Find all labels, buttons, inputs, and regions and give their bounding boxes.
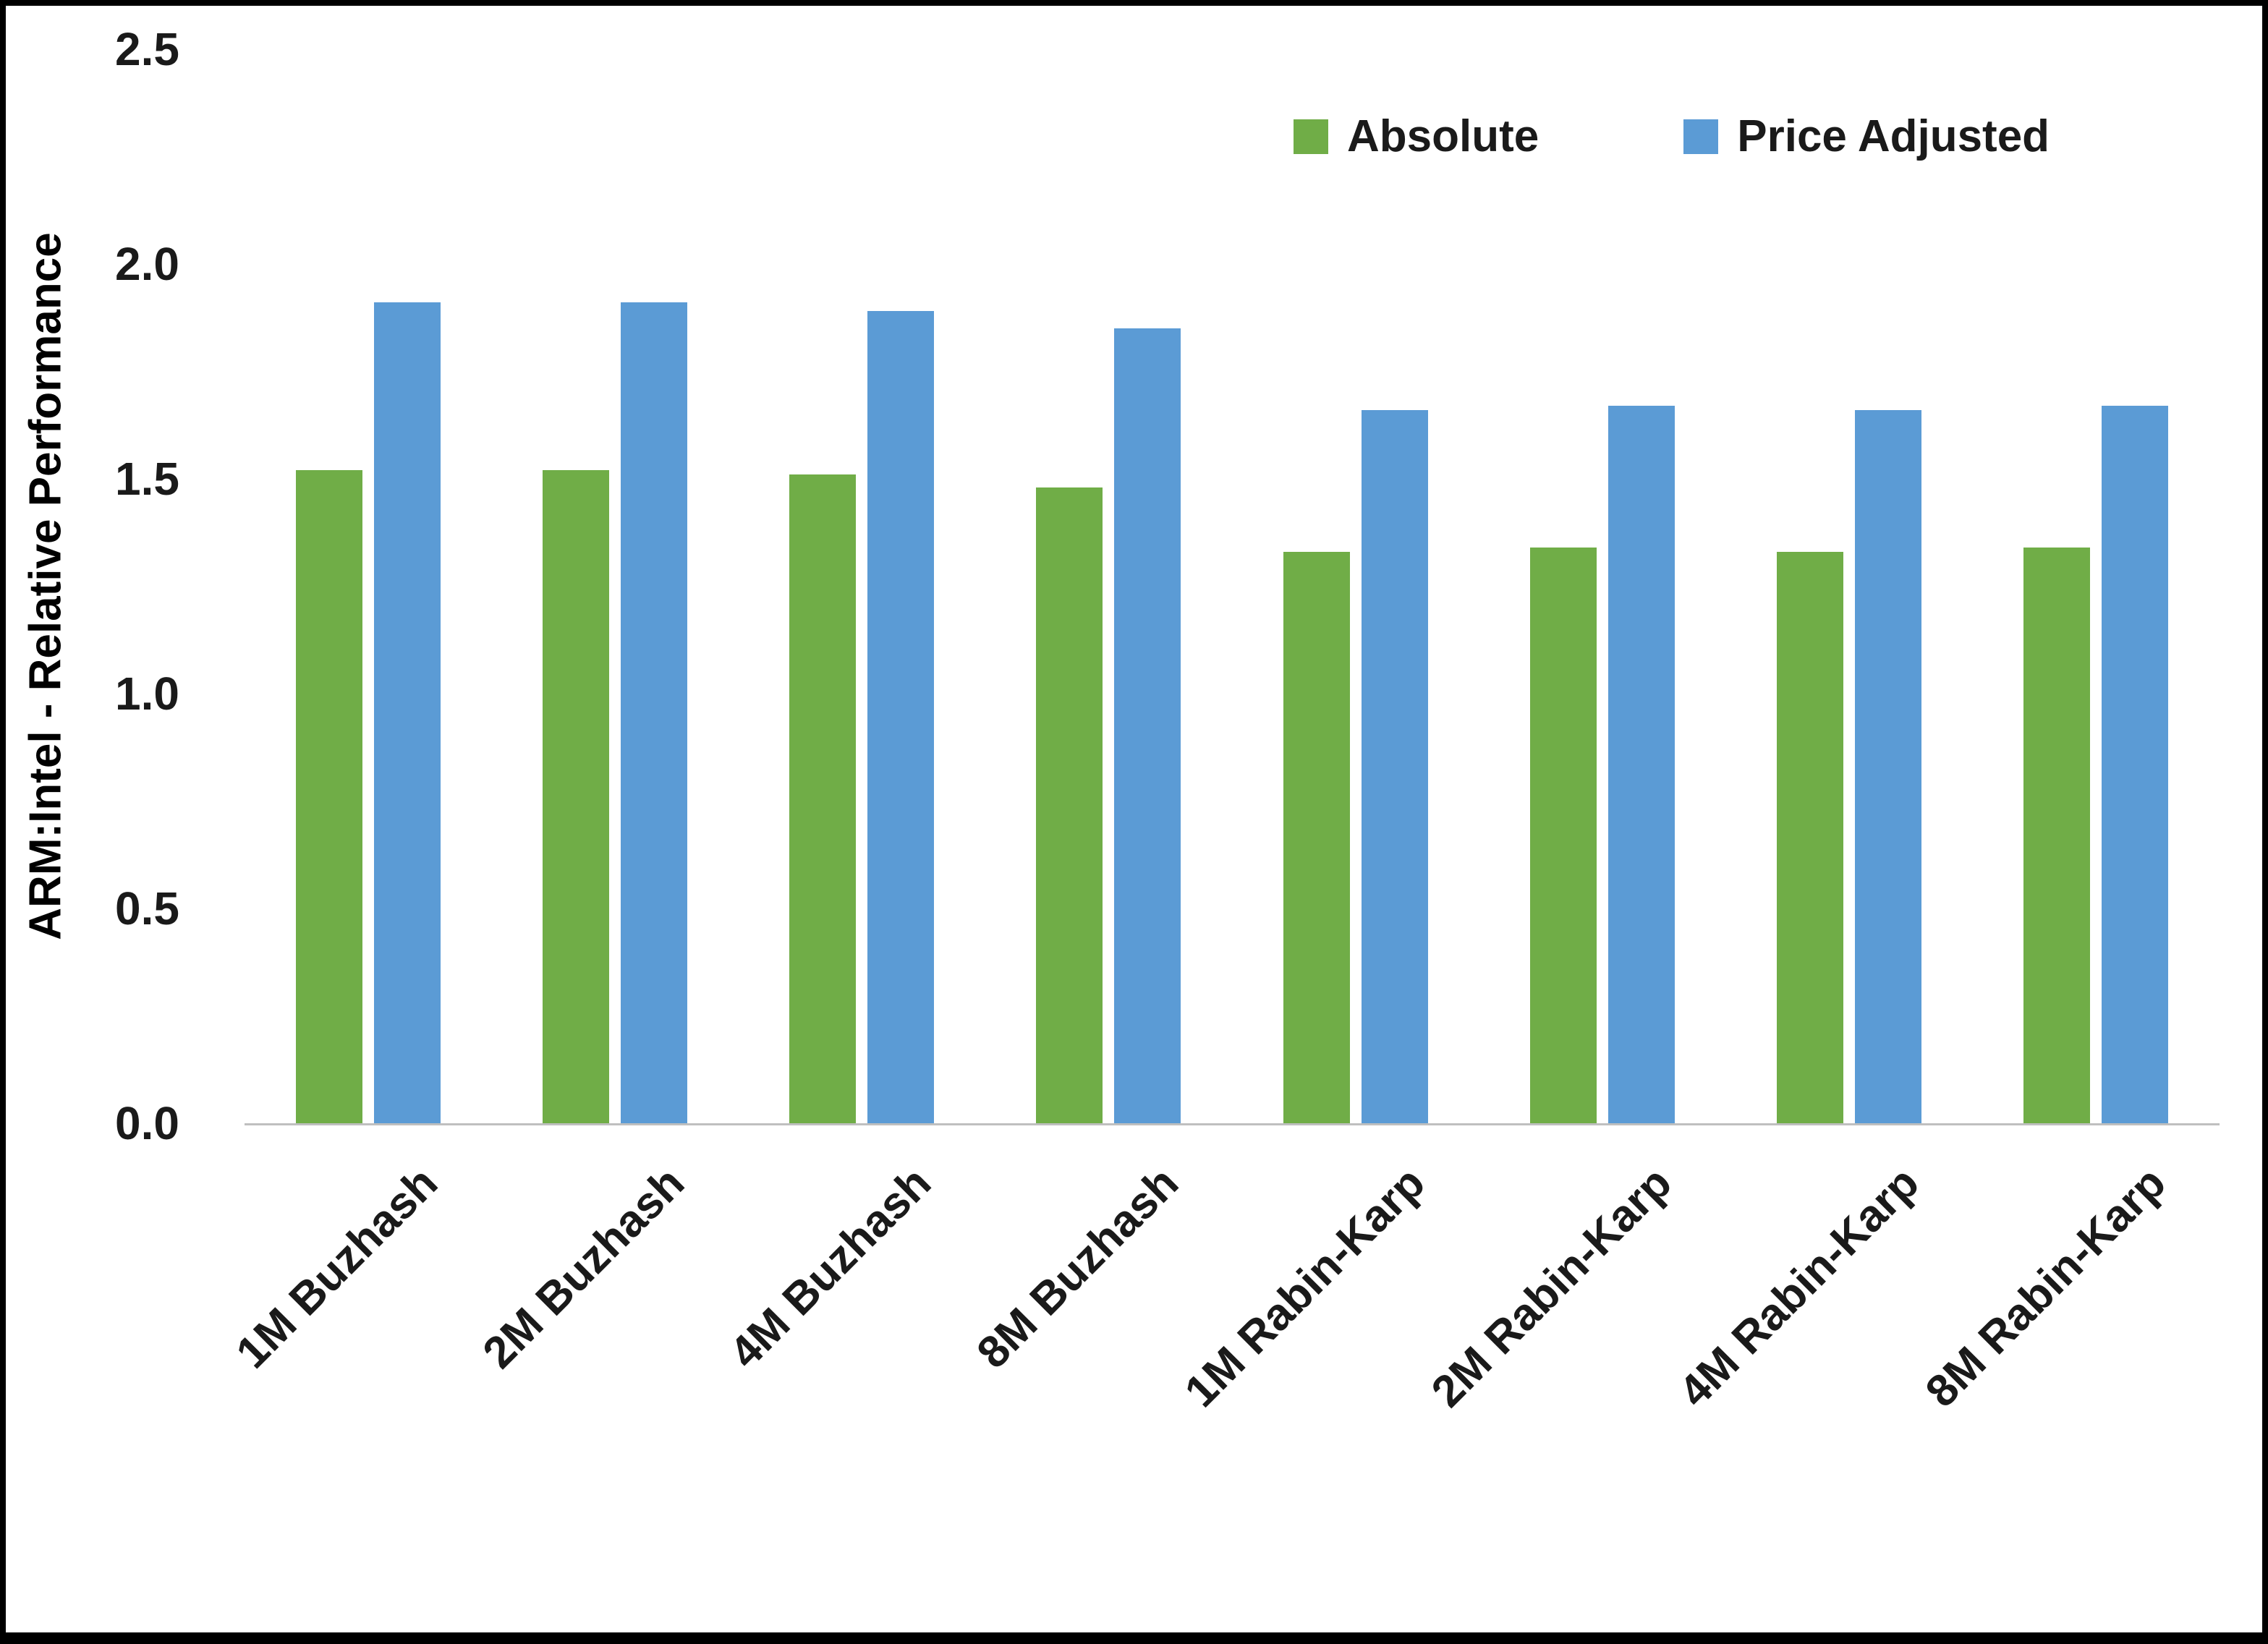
x-axis-label-1m-rabin-karp: 1M Rabin-Karp bbox=[1175, 1157, 1435, 1417]
bar-price-adjusted-2m-buzhash bbox=[620, 302, 687, 1123]
bar-absolute-1m-buzhash bbox=[295, 470, 362, 1123]
x-axis-label-4m-rabin-karp: 4M Rabin-Karp bbox=[1669, 1157, 1929, 1417]
x-axis-label-2m-buzhash: 2M Buzhash bbox=[473, 1157, 695, 1379]
bar-price-adjusted-4m-rabin-karp bbox=[1855, 409, 1922, 1123]
x-axis-labels: 1M Buzhash 2M Buzhash 4M Buzhash 8M Buzhash… bbox=[227, 1157, 2220, 1606]
bar-price-adjusted-8m-buzhash bbox=[1114, 328, 1181, 1123]
plot-area bbox=[245, 49, 2220, 1123]
bar-absolute-1m-rabin-karp bbox=[1283, 551, 1350, 1123]
legend-swatch-icon bbox=[1294, 119, 1328, 154]
x-axis-label-8m-rabin-karp: 8M Rabin-Karp bbox=[1916, 1157, 2175, 1417]
legend: Absolute Price Adjusted bbox=[1294, 111, 2050, 162]
legend-label: Absolute bbox=[1347, 111, 1539, 161]
bar-absolute-8m-buzhash bbox=[1036, 487, 1103, 1123]
bar-absolute-4m-rabin-karp bbox=[1777, 551, 1844, 1123]
x-axis-label-4m-buzhash: 4M Buzhash bbox=[721, 1157, 941, 1379]
bar-absolute-8m-rabin-karp bbox=[2023, 548, 2091, 1123]
x-axis-line bbox=[245, 1123, 2220, 1125]
bar-price-adjusted-4m-buzhash bbox=[867, 311, 935, 1123]
legend-label: Price Adjusted bbox=[1737, 111, 2050, 161]
bar-price-adjusted-1m-buzhash bbox=[373, 302, 441, 1123]
bar-absolute-4m-buzhash bbox=[789, 474, 857, 1123]
y-tick-label: 1.0 bbox=[115, 668, 179, 720]
y-tick-label: 0.0 bbox=[115, 1097, 179, 1149]
x-axis-label-1m-buzhash: 1M Buzhash bbox=[226, 1157, 448, 1379]
y-tick-label: 0.5 bbox=[115, 882, 179, 934]
bar-price-adjusted-8m-rabin-karp bbox=[2102, 406, 2169, 1123]
bar-absolute-2m-rabin-karp bbox=[1529, 548, 1597, 1123]
bar-price-adjusted-2m-rabin-karp bbox=[1607, 406, 1675, 1123]
y-axis-tick-labels: 0.0 0.5 1.0 1.5 2.0 2.5 bbox=[35, 6, 179, 1632]
y-tick-label: 2.0 bbox=[115, 238, 179, 290]
legend-item-price-adjusted: Price Adjusted bbox=[1683, 111, 2050, 162]
legend-item-absolute: Absolute bbox=[1294, 111, 1539, 162]
bar-price-adjusted-1m-rabin-karp bbox=[1361, 409, 1428, 1123]
legend-swatch-icon bbox=[1683, 119, 1719, 154]
bar-absolute-2m-buzhash bbox=[542, 470, 609, 1123]
y-tick-label: 1.5 bbox=[115, 453, 179, 505]
x-axis-label-2m-rabin-karp: 2M Rabin-Karp bbox=[1422, 1157, 1682, 1417]
y-tick-label: 2.5 bbox=[115, 23, 179, 75]
x-axis-label-8m-buzhash: 8M Buzhash bbox=[967, 1157, 1188, 1379]
